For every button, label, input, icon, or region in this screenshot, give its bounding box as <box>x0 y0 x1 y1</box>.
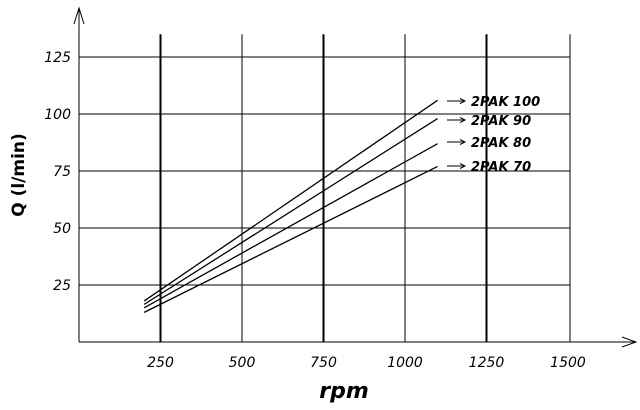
legend-label: 2PAK 80 <box>471 136 531 151</box>
legend-arrowhead <box>459 163 467 169</box>
y-tick-label: 125 <box>44 50 71 66</box>
x-tick-label: 750 <box>310 355 337 371</box>
axes <box>73 6 638 348</box>
x-axis-arrow <box>621 336 638 348</box>
legend-label: 2PAK 70 <box>471 160 531 175</box>
series-line-3 <box>143 165 438 313</box>
vertical-gridlines <box>159 34 571 342</box>
series-lines <box>143 99 438 313</box>
x-axis-title: rpm <box>319 379 369 404</box>
legend-label: 2PAK 100 <box>471 95 540 110</box>
series-line-2 <box>143 143 438 309</box>
x-tick-label: 1000 <box>387 355 423 371</box>
y-axis-arrow <box>73 6 85 25</box>
x-tick-label: 250 <box>147 355 174 371</box>
y-tick-label: 75 <box>53 164 71 180</box>
legend: 2PAK 100 2PAK 90 2PAK 80 2PAK 70 <box>447 95 540 175</box>
legend-label: 2PAK 90 <box>471 114 531 129</box>
x-tick-label: 500 <box>229 355 256 371</box>
y-tick-label: 50 <box>53 221 71 237</box>
legend-arrowhead <box>459 98 467 104</box>
series-line-0 <box>143 99 438 302</box>
x-tick-label: 1500 <box>550 355 586 371</box>
y-axis-title: Q (l/min) <box>9 133 29 217</box>
y-tick-labels: 25 50 75 100 125 <box>44 50 71 294</box>
y-tick-label: 25 <box>53 278 71 294</box>
legend-arrowhead <box>459 117 467 123</box>
series-line-1 <box>143 118 438 305</box>
grid <box>79 34 571 342</box>
y-tick-label: 100 <box>44 107 71 123</box>
legend-arrowhead <box>459 139 467 145</box>
x-tick-labels: 250 500 750 1000 1250 1500 <box>147 355 586 371</box>
x-tick-label: 1250 <box>469 355 505 371</box>
